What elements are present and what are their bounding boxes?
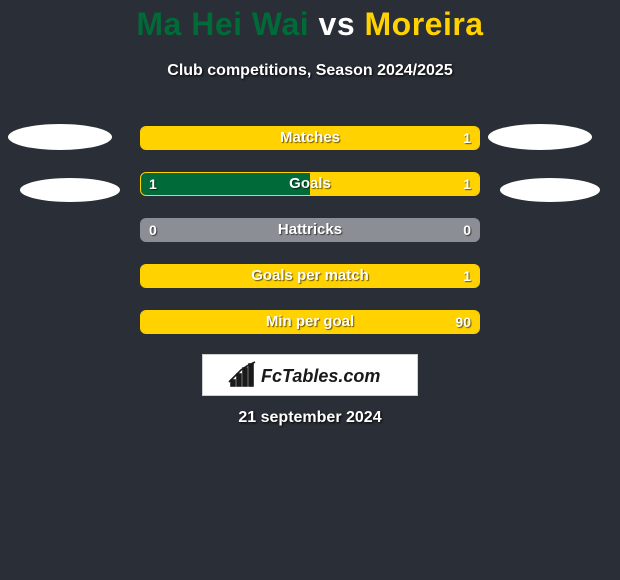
stats-bars: Matches1 Goals11 Hattricks0 0 Goals per matc… (140, 126, 480, 356)
player2-badge-top (488, 124, 592, 150)
player2-badge-bottom (500, 178, 600, 202)
brand-box: FcTables.com (202, 354, 418, 396)
subtitle: Club competitions, Season 2024/2025 (0, 62, 620, 80)
stat-right-fill (141, 265, 479, 287)
stat-right-value: 0 (463, 219, 471, 241)
stat-right-fill (310, 173, 479, 195)
stat-row: Matches1 (140, 126, 480, 150)
player2-name: Moreira (365, 6, 484, 42)
player1-badge-bottom (20, 178, 120, 202)
player1-name: Ma Hei Wai (136, 6, 309, 42)
stat-row: Min per goal90 (140, 310, 480, 334)
stat-row: Hattricks0 0 (140, 218, 480, 242)
stat-label: Hattricks (141, 219, 479, 241)
stat-left-fill (141, 173, 310, 195)
date-text: 21 september 2024 (0, 409, 620, 427)
stage: Ma Hei Wai vs Moreira Club competitions,… (0, 0, 620, 580)
stat-row: Goals per match1 (140, 264, 480, 288)
stat-left-value: 0 (149, 219, 157, 241)
stat-right-fill (141, 127, 479, 149)
page-title: Ma Hei Wai vs Moreira (0, 6, 620, 43)
stat-right-fill (141, 311, 479, 333)
stat-row: Goals11 (140, 172, 480, 196)
brand-text: FcTables.com (261, 366, 380, 386)
player1-badge-top (8, 124, 112, 150)
brand-logo-icon: FcTables.com (225, 360, 395, 390)
vs-text: vs (319, 6, 356, 42)
